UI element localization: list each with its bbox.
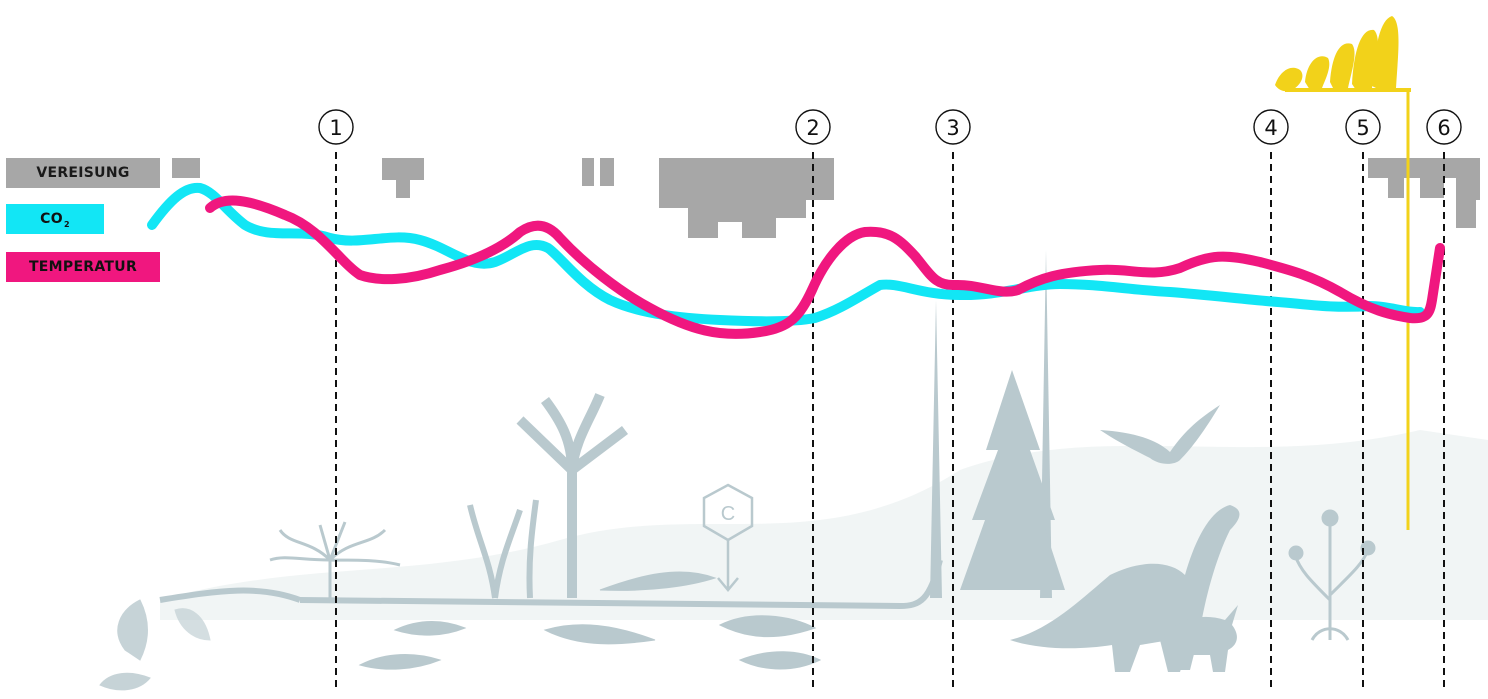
conifer-tree-icon bbox=[960, 370, 1065, 590]
marker-number-2: 2 bbox=[806, 116, 819, 140]
triceratops-icon bbox=[1160, 605, 1238, 672]
amphibian-icon bbox=[543, 624, 656, 645]
carbon-icon: C bbox=[721, 503, 735, 525]
legend-glaciation-label: VEREISUNG bbox=[36, 165, 130, 181]
marker-circle-2 bbox=[795, 109, 831, 145]
marker-number-5: 5 bbox=[1356, 116, 1369, 140]
glaciation-block bbox=[1368, 158, 1480, 228]
marker-labels: 1 2 3 4 5 6 bbox=[318, 109, 1462, 145]
legend-co2-subscript: 2 bbox=[63, 219, 70, 229]
marker-number-3: 3 bbox=[946, 116, 959, 140]
early-shrub-icon bbox=[269, 521, 401, 598]
fish-icon-2 bbox=[358, 654, 442, 670]
landscape-background bbox=[160, 430, 1488, 620]
branching-tree-icon bbox=[516, 393, 629, 598]
legend-co2: CO 2 bbox=[6, 204, 104, 234]
flowering-plant-icon bbox=[1288, 509, 1376, 641]
glaciation-block bbox=[659, 158, 834, 238]
marker-number-4: 4 bbox=[1264, 116, 1277, 140]
marker-number-6: 6 bbox=[1437, 116, 1450, 140]
marker-number-1: 1 bbox=[329, 116, 342, 140]
trilobite-icon bbox=[117, 599, 148, 661]
glaciation-block bbox=[600, 158, 614, 186]
legend-co2-label: CO bbox=[40, 211, 63, 227]
glaciation-block bbox=[172, 158, 200, 178]
fern-trees-icon bbox=[467, 499, 539, 599]
marker-circle-1 bbox=[318, 109, 354, 145]
prehistoric-silhouettes: C bbox=[99, 250, 1376, 691]
early-tetrapod-icon bbox=[599, 571, 717, 591]
fish-icon bbox=[393, 621, 467, 636]
legend-glaciation: VEREISUNG bbox=[6, 158, 160, 188]
legend-temperature-label: TEMPERATUR bbox=[28, 259, 138, 275]
marker-circle-5 bbox=[1345, 109, 1381, 145]
glaciation-block bbox=[582, 158, 594, 186]
coal-deposit-icon bbox=[718, 615, 817, 638]
legend-temperature: TEMPERATUR bbox=[6, 252, 160, 282]
glaciation-block bbox=[396, 180, 410, 198]
coal-deposit-icon-2 bbox=[738, 651, 822, 670]
human-evolution-icon bbox=[1275, 16, 1411, 92]
glaciation-block bbox=[382, 158, 424, 180]
marker-circle-6 bbox=[1426, 109, 1462, 145]
carbon-marker-icon bbox=[702, 483, 754, 592]
small-creature-icon bbox=[174, 608, 211, 641]
crustacean-icon bbox=[99, 672, 151, 691]
pterosaur-icon bbox=[1100, 405, 1220, 464]
marker-circle-4 bbox=[1253, 109, 1289, 145]
marker-circle-3 bbox=[935, 109, 971, 145]
tall-trunk-icon bbox=[930, 300, 942, 598]
glaciation-blocks bbox=[172, 158, 1480, 238]
temperature-curve bbox=[205, 195, 1445, 339]
